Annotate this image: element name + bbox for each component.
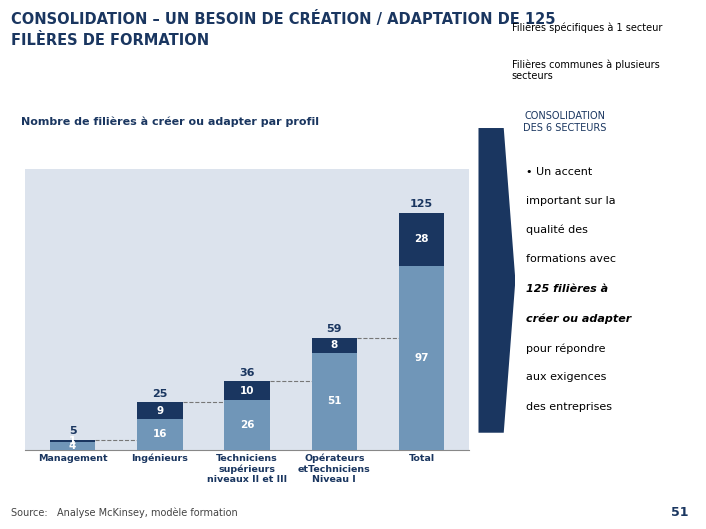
Text: 51: 51 [327, 396, 342, 406]
Text: des entreprises: des entreprises [526, 402, 612, 412]
Text: Filières communes à plusieurs
secteurs: Filières communes à plusieurs secteurs [512, 59, 659, 81]
Text: aux exigences: aux exigences [526, 372, 606, 382]
Bar [225, 400, 270, 450]
Text: Filières spécifiques à 1 secteur: Filières spécifiques à 1 secteur [512, 22, 662, 33]
Bar [137, 419, 183, 450]
Text: 125 filières à: 125 filières à [526, 284, 608, 294]
Text: Nombre de filières à créer ou adapter par profil: Nombre de filières à créer ou adapter pa… [21, 116, 319, 127]
Polygon shape [479, 128, 515, 433]
Text: 125: 125 [410, 199, 433, 209]
Text: 5: 5 [69, 426, 76, 436]
Text: 9: 9 [156, 406, 164, 416]
Text: 36: 36 [239, 368, 255, 378]
Text: pour répondre: pour répondre [526, 343, 606, 354]
Text: 26: 26 [240, 420, 254, 430]
Bar [50, 442, 95, 450]
Text: 25: 25 [152, 388, 167, 398]
Bar [225, 381, 270, 400]
Text: 10: 10 [240, 386, 254, 396]
Text: qualité des: qualité des [526, 225, 588, 235]
Text: 28: 28 [414, 234, 429, 244]
Text: CONSOLIDATION – UN BESOIN DE CRÉATION / ADAPTATION DE 125: CONSOLIDATION – UN BESOIN DE CRÉATION / … [11, 11, 555, 27]
Text: 1: 1 [69, 436, 76, 446]
Bar [399, 213, 444, 266]
Text: 97: 97 [414, 353, 429, 363]
Text: formations avec: formations avec [526, 254, 616, 264]
Text: 16: 16 [152, 430, 167, 440]
Bar [137, 402, 183, 419]
Text: 51: 51 [671, 506, 688, 519]
Text: créer ou adapter: créer ou adapter [526, 313, 631, 324]
Bar [311, 353, 357, 450]
Text: CONSOLIDATION
DES 6 SECTEURS: CONSOLIDATION DES 6 SECTEURS [523, 111, 606, 133]
Text: FILÈRES DE FORMATION: FILÈRES DE FORMATION [11, 33, 209, 48]
Text: 8: 8 [330, 341, 338, 350]
Text: 4: 4 [69, 441, 76, 451]
Text: important sur la: important sur la [526, 196, 616, 206]
Bar [50, 440, 95, 442]
Text: Source:   Analyse McKinsey, modèle formation: Source: Analyse McKinsey, modèle formati… [11, 507, 237, 518]
Bar [399, 266, 444, 450]
Bar [311, 338, 357, 353]
Text: • Un accent: • Un accent [526, 167, 592, 177]
Text: 59: 59 [327, 324, 342, 334]
